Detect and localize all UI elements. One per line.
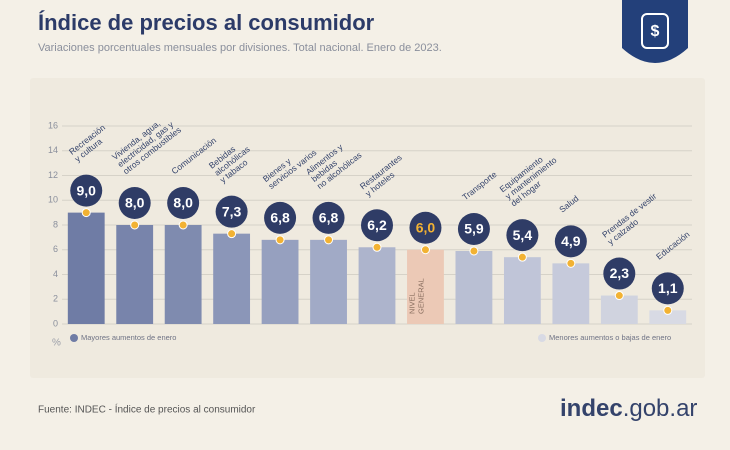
y-tick-label: 8	[53, 219, 58, 229]
value-dot	[663, 305, 673, 315]
bar	[310, 239, 347, 324]
value-label-badge	[603, 257, 636, 290]
value-label-badge	[361, 209, 393, 242]
value-dot	[275, 235, 285, 245]
y-tick-label: 10	[48, 195, 58, 205]
value-label: 6,8	[270, 210, 290, 226]
bar	[164, 225, 202, 324]
legend-swatch	[538, 334, 546, 342]
badge: $	[622, 0, 688, 63]
bar	[67, 212, 105, 324]
value-label: 6,8	[319, 210, 339, 226]
bar	[552, 263, 590, 324]
value-label-badge	[312, 201, 345, 234]
legend-label: Mayores aumentos de enero	[81, 333, 176, 342]
value-label-badge	[264, 201, 297, 234]
value-label: 4,9	[561, 233, 581, 249]
value-label-badge	[554, 225, 587, 258]
y-tick-label: 6	[53, 244, 58, 254]
value-label-badge	[70, 174, 103, 207]
bar	[407, 249, 444, 324]
value-label: 2,3	[610, 265, 630, 281]
bar	[261, 239, 299, 324]
value-label: 6,0	[416, 219, 436, 235]
value-label: 8,0	[125, 195, 145, 211]
value-label: 6,2	[367, 217, 387, 233]
value-label: 5,4	[513, 227, 533, 243]
value-label-badge	[409, 211, 442, 244]
bar	[116, 225, 154, 324]
value-label-badge	[651, 272, 684, 305]
value-label-badge	[118, 187, 151, 219]
value-dot	[469, 246, 479, 256]
y-tick-label: 2	[53, 294, 58, 304]
svg-text:$: $	[651, 23, 660, 40]
value-label: 8,0	[173, 195, 193, 211]
value-dot	[614, 291, 624, 301]
value-dot	[420, 245, 430, 255]
value-dot	[178, 220, 188, 230]
legend-label: Menores aumentos o bajas de enero	[549, 333, 671, 342]
chart-title: Índice de precios al consumidor	[38, 10, 375, 35]
y-tick-label: 14	[48, 145, 58, 155]
bar	[358, 247, 396, 324]
value-dot	[130, 220, 140, 230]
value-label-badge	[215, 195, 248, 228]
bar	[649, 310, 687, 324]
y-tick-label: 4	[53, 269, 58, 279]
value-dot	[324, 235, 334, 245]
bar	[600, 295, 638, 324]
chart-subtitle: Variaciones porcentuales mensuales por d…	[38, 42, 442, 54]
bar	[503, 257, 541, 324]
value-label: 7,3	[222, 203, 242, 219]
logo: indec.gob.ar	[560, 395, 697, 422]
value-label: 5,9	[464, 221, 484, 237]
category-label: NIVELGENERAL	[407, 278, 425, 314]
value-dot	[81, 208, 91, 218]
category-label-line: GENERAL	[416, 278, 425, 314]
logo-main: indec	[560, 395, 623, 422]
y-tick-label: 12	[48, 170, 58, 180]
value-dot	[227, 229, 237, 239]
legend-swatch	[70, 334, 78, 342]
bar	[455, 250, 493, 324]
value-label: 9,0	[76, 182, 96, 198]
bar	[213, 233, 251, 324]
y-unit: %	[52, 338, 61, 349]
value-label: 1,1	[658, 280, 678, 296]
y-tick-label: 16	[48, 120, 58, 130]
logo-domain: .gob.ar	[623, 395, 698, 422]
value-dot	[517, 252, 527, 262]
value-label-badge	[457, 212, 490, 245]
source: Fuente: INDEC - Índice de precios al con…	[38, 403, 256, 416]
value-dot	[566, 258, 576, 268]
category-label-line: NIVEL	[407, 292, 416, 314]
value-label-badge	[506, 219, 539, 252]
value-label-badge	[167, 187, 200, 219]
y-tick-label: 0	[53, 318, 58, 328]
value-dot	[372, 242, 382, 252]
